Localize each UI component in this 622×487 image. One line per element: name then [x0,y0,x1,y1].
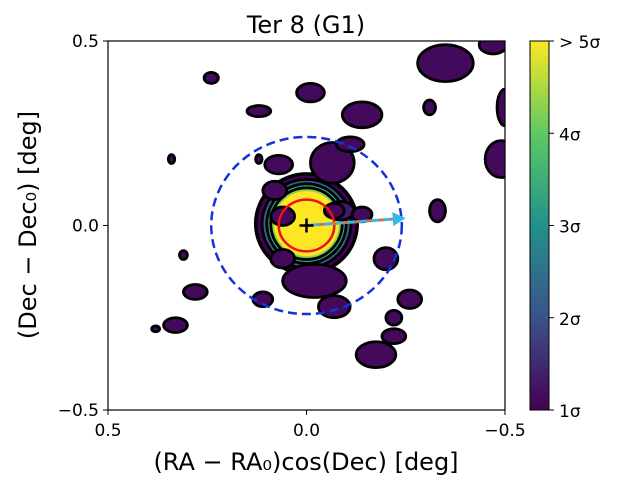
overdensity-blob-32 [269,205,296,227]
x-tick-label-2: −0.5 [484,421,525,441]
overdensity-blob-30 [202,70,220,85]
colorbar-ticks: 1σ 2σ 3σ 4σ > 5σ [549,33,600,422]
colorbar [529,40,550,411]
colorbar-tick-label-3: 4σ [559,125,581,145]
proper-motion-dashed-track [306,218,393,227]
overdensity-blob-17 [428,198,447,224]
overlays [209,135,406,316]
colorbar-tick-label-1: 2σ [559,310,581,330]
overdensity-blob-7 [309,141,356,185]
colorbar-tick-label-2: 3σ [559,218,581,238]
overdensity-blob-26 [483,139,505,179]
overdensity-blob-20 [182,283,209,301]
proper-motion-arrow-head [392,212,406,227]
overdensity-blob-18 [322,201,346,220]
x-axis-ticks: 0.5 0.0 −0.5 [94,410,526,441]
x-tick-label-1: 0.0 [293,421,320,441]
overdensity-blob-16 [354,340,398,369]
overdensity-blob-31 [261,179,289,202]
y-axis-ticks: 0.5 0.0 −0.5 [58,32,108,421]
overdensity-blob-36 [178,249,189,261]
overdensity-blob-13 [396,288,424,310]
overdensity-blob-28 [295,82,326,104]
y-axis-label: (Dec − Dec₀) [deg] [14,111,42,339]
colorbar-tick-label-4: > 5σ [559,33,600,53]
overdensity-blob-29 [245,104,273,119]
overdensity-blob-21 [162,316,189,334]
inner-circle [277,198,336,253]
overdensity-blob-24 [416,43,475,83]
overdensity-blob-37 [150,324,162,334]
colorbar-tick-label-0: 1σ [559,402,581,422]
overdensity-blob-23 [422,98,437,117]
overdensity-blob-22 [340,100,384,130]
overdensity-blob-8 [334,135,366,154]
y-tick-label-1: 0.0 [72,217,99,237]
x-axis-label: (RA − RA₀)cos(Dec) [deg] [153,448,458,476]
overdensity-blob-12 [372,246,400,272]
overdensity-blob-15 [380,327,408,345]
x-tick-label-0: 0.5 [94,421,121,441]
overdensity-blob-9 [263,153,295,176]
overdensity-blob-14 [384,308,404,327]
overdensity-blob-25 [477,41,505,56]
outer-dashed-circle [209,135,404,316]
overdensity-blob-33 [269,248,296,270]
overdensity-blob-35 [166,153,177,165]
overdensity-blob-11 [317,294,352,320]
y-tick-label-2: −0.5 [58,401,99,421]
overdensity-blob-34 [254,153,264,165]
chart-title: Ter 8 (G1) [246,11,365,39]
y-tick-label-0: 0.5 [72,32,99,52]
overdensity-blob-10 [281,262,348,299]
